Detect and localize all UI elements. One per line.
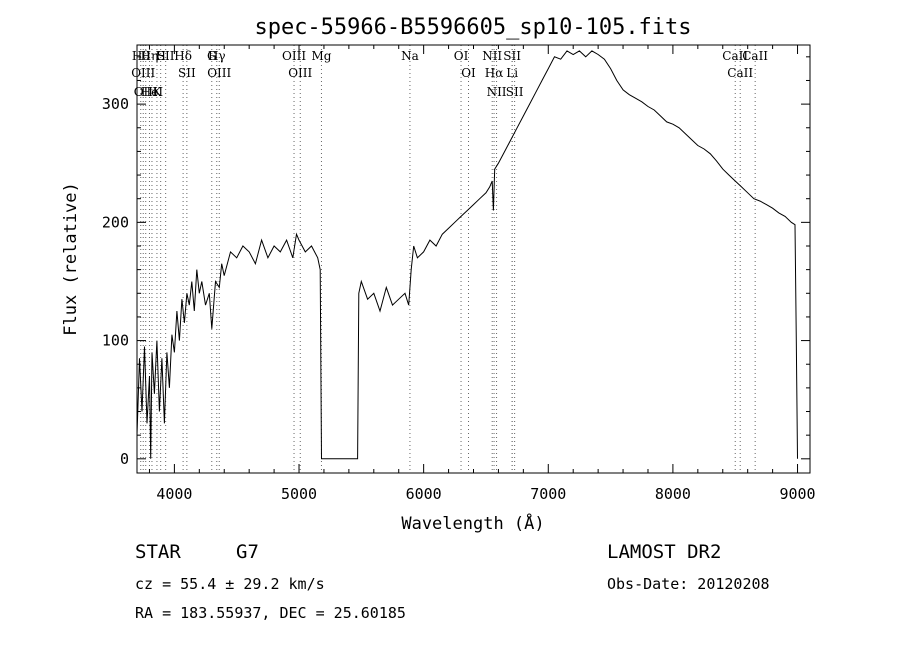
spectral-line-label: CaII — [722, 49, 748, 63]
redshift-velocity: cz = 55.4 ± 29.2 km/s — [135, 575, 325, 593]
spectral-line-label: Hγ — [208, 49, 226, 63]
spectral-line-label: H — [155, 49, 165, 63]
chart-title: spec-55966-B5596605_sp10-105.fits — [254, 15, 691, 40]
plot-frame — [136, 44, 811, 474]
spectral-line-label: OI — [461, 66, 476, 80]
x-tick-label: 4000 — [156, 485, 192, 503]
spectral-line-label: G — [207, 49, 217, 63]
spectral-line-label: Hη — [141, 49, 159, 63]
spectral-line-label: Li — [506, 66, 518, 80]
spectral-line-label: SII — [503, 49, 521, 63]
spectral-line-label: OIII — [134, 85, 158, 99]
spectral-line-label: OIII — [207, 66, 231, 80]
spectral-line-label: Hα — [485, 66, 504, 80]
spectral-line-label: OIII — [282, 49, 306, 63]
spectral-line-label: SII — [178, 66, 196, 80]
spectral-line-label: Hδ — [174, 49, 192, 63]
spectral-line-label: OIII — [288, 66, 312, 80]
object-class: STAR — [135, 541, 181, 563]
y-tick-label: 300 — [102, 95, 129, 113]
coordinates: RA = 183.55937, DEC = 25.60185 — [135, 604, 406, 622]
spectral-line-label: CaII — [742, 49, 768, 63]
x-tick-label: 8000 — [655, 485, 691, 503]
x-axis-label: Wavelength (Å) — [401, 512, 544, 534]
y-tick-label: 0 — [120, 450, 129, 468]
spectral-line-label: HeI — [141, 85, 164, 99]
x-tick-label: 5000 — [281, 485, 317, 503]
spectral-line-label: OI — [454, 49, 469, 63]
spectral-line-label: Mg — [311, 49, 331, 63]
y-tick-label: 200 — [102, 213, 129, 231]
spectral-line-label: SII — [506, 85, 524, 99]
spectral-line-label: K — [152, 85, 162, 99]
spectral-line-label: NII — [482, 49, 502, 63]
spectral-line-label: OIII — [131, 66, 155, 80]
survey-name: LAMOST DR2 — [607, 541, 722, 563]
spectral-line-label: CaII — [727, 66, 753, 80]
spectrum-line — [136, 50, 798, 460]
x-tick-label: 9000 — [779, 485, 815, 503]
y-axis-label: Flux (relative) — [61, 182, 81, 336]
x-tick-label: 6000 — [406, 485, 442, 503]
y-tick-label: 100 — [102, 332, 129, 350]
observation-date: Obs-Date: 20120208 — [607, 575, 770, 593]
subclass: G7 — [236, 541, 259, 563]
spectral-line-label: SII — [157, 49, 175, 63]
spectral-line-label: Hθ — [132, 49, 150, 63]
spectral-line-label: Na — [401, 49, 419, 63]
spectral-line-label: NII — [487, 85, 507, 99]
x-tick-label: 7000 — [530, 485, 566, 503]
